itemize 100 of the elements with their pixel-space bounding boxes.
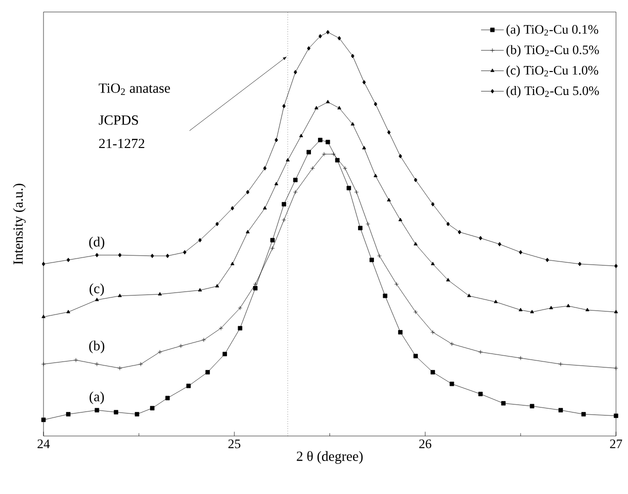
point — [358, 226, 362, 230]
point — [293, 190, 298, 194]
point — [614, 310, 618, 314]
legend-label: (b) TiO$_{2}$-Cu 0.5% — [506, 45, 599, 57]
point — [42, 262, 46, 266]
point — [158, 350, 162, 354]
point — [282, 104, 286, 108]
point — [326, 30, 330, 34]
x-tick-label: 24 — [38, 440, 50, 448]
annotation: TiO$_{2}$ anatase — [98, 83, 170, 95]
point — [566, 304, 570, 308]
point — [198, 288, 202, 292]
point — [307, 46, 310, 51]
x-axis-title: 2 θ (degree) — [296, 451, 363, 464]
point — [299, 134, 304, 138]
annotation: 21-1272 — [99, 138, 144, 148]
point — [530, 310, 534, 314]
legend-label: (c) TiO$_{2}$-Cu 1.0% — [506, 66, 598, 78]
point — [74, 358, 78, 362]
point — [430, 370, 435, 374]
point — [398, 330, 403, 334]
point — [318, 138, 322, 142]
point — [498, 242, 502, 246]
point — [478, 236, 482, 240]
point — [158, 292, 162, 296]
point — [238, 326, 242, 330]
point — [306, 150, 311, 154]
point — [95, 298, 99, 302]
point — [118, 252, 122, 258]
annotation: (d) — [89, 236, 104, 250]
point — [215, 284, 220, 288]
point — [366, 222, 370, 226]
point — [337, 106, 342, 110]
legend-label: (a) TiO$_{2}$-Cu 0.1% — [506, 24, 598, 36]
point — [253, 286, 258, 290]
point — [274, 182, 278, 186]
point — [478, 392, 483, 396]
point — [446, 222, 450, 226]
point — [246, 190, 250, 194]
point — [230, 262, 234, 266]
point — [578, 262, 582, 266]
point — [326, 140, 330, 144]
point — [41, 418, 46, 422]
point — [150, 254, 154, 258]
x-tick-label: 26 — [419, 440, 432, 448]
point — [282, 218, 286, 222]
point — [310, 166, 315, 170]
point — [246, 230, 250, 234]
point — [386, 198, 391, 202]
point — [362, 146, 366, 150]
point — [398, 218, 402, 222]
point — [374, 102, 378, 106]
point — [518, 250, 522, 254]
point — [398, 154, 402, 158]
point — [166, 254, 170, 258]
x-tick-label: 25 — [228, 440, 240, 448]
point — [238, 306, 242, 310]
point — [222, 352, 227, 356]
point — [66, 258, 70, 262]
point — [414, 178, 418, 182]
point — [202, 338, 206, 342]
point — [150, 406, 154, 410]
point — [350, 54, 354, 58]
point — [377, 254, 382, 258]
point — [478, 350, 483, 354]
y-axis-title: Intensity (a.u.) — [12, 184, 26, 264]
point — [66, 310, 70, 314]
annotation: (a) — [90, 392, 104, 404]
point — [205, 370, 210, 374]
point — [230, 206, 234, 210]
annotation: (b) — [89, 340, 104, 354]
point — [198, 238, 202, 242]
point — [263, 166, 267, 170]
point — [446, 278, 450, 282]
point — [253, 282, 258, 286]
point — [186, 384, 191, 388]
point — [262, 206, 267, 210]
point — [215, 222, 219, 226]
point — [394, 282, 399, 286]
point — [338, 36, 341, 40]
annotation: JCPDS — [98, 115, 138, 125]
point — [326, 100, 330, 104]
point — [95, 252, 99, 258]
point — [346, 186, 352, 190]
point — [354, 190, 359, 194]
point — [286, 158, 290, 162]
point — [370, 258, 374, 262]
point — [322, 152, 326, 156]
point — [518, 308, 523, 312]
point — [549, 306, 554, 310]
point — [581, 412, 586, 416]
point — [314, 106, 318, 110]
point — [94, 408, 100, 412]
point — [294, 70, 298, 74]
point — [118, 294, 122, 298]
point — [614, 414, 618, 418]
point — [530, 404, 534, 408]
point — [413, 310, 418, 314]
point — [374, 174, 378, 178]
point — [494, 300, 498, 304]
